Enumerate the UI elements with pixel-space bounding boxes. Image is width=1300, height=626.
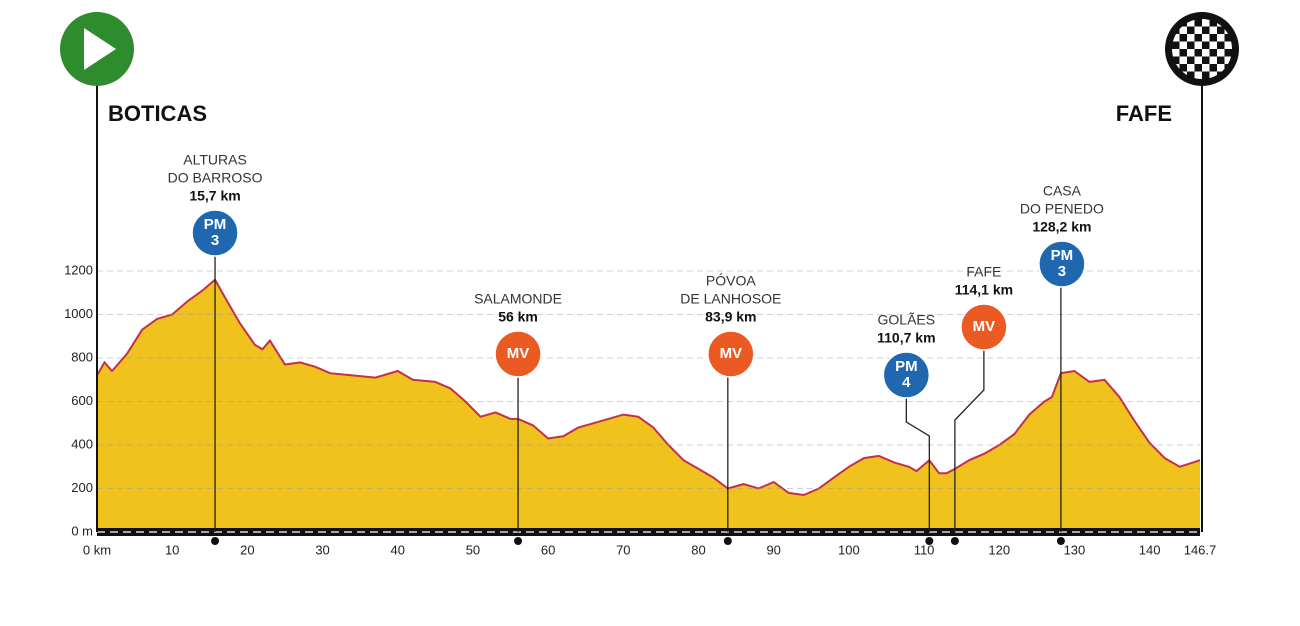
climb-name: GOLÃES xyxy=(878,312,936,328)
x-tick-label: 10 xyxy=(165,542,179,557)
x-tick-label: 146.7 xyxy=(1184,542,1217,557)
checker-square xyxy=(1217,64,1225,72)
y-tick-label: 1000 xyxy=(64,306,93,321)
checker-square xyxy=(1202,34,1210,42)
y-tick-label: 0 m xyxy=(71,523,93,538)
x-tick-label: 50 xyxy=(466,542,480,557)
leader-line xyxy=(954,347,985,532)
x-tick-label: 120 xyxy=(988,542,1010,557)
checker-square xyxy=(1209,26,1217,34)
badge xyxy=(707,330,755,378)
km-dot xyxy=(1056,537,1065,545)
checker-square xyxy=(1224,41,1232,49)
checker-square xyxy=(1187,49,1195,57)
km-dot xyxy=(211,537,220,545)
checker-square xyxy=(1172,34,1180,42)
km-dot xyxy=(925,537,934,545)
climb-name: DE LANHOSOE xyxy=(680,291,781,307)
x-tick-label: 130 xyxy=(1064,542,1086,557)
climb-name: SALAMONDE xyxy=(474,291,562,307)
climb-km: 114,1 km xyxy=(955,282,1013,298)
climb-name: CASA xyxy=(1043,183,1082,199)
y-tick-label: 600 xyxy=(71,393,93,408)
x-tick-label: 20 xyxy=(240,542,254,557)
checker-square xyxy=(1202,19,1210,27)
checker-square xyxy=(1187,64,1195,72)
checker-square xyxy=(1179,41,1187,49)
climb-name: ALTURAS xyxy=(183,152,247,168)
x-tick-label: 40 xyxy=(391,542,405,557)
badge xyxy=(960,303,1008,351)
climb-km: 110,7 km xyxy=(877,330,935,346)
x-tick-label: 70 xyxy=(616,542,630,557)
leader-line xyxy=(905,395,930,532)
checker-square xyxy=(1179,56,1187,64)
checker-square xyxy=(1179,26,1187,34)
checker-square xyxy=(1194,71,1202,79)
badge-text: MV xyxy=(507,345,530,362)
y-tick-label: 400 xyxy=(71,436,93,451)
x-tick-label: 90 xyxy=(766,542,780,557)
checker-square xyxy=(1209,71,1217,79)
x-tick-label: 60 xyxy=(541,542,555,557)
badge-text: PM xyxy=(895,358,918,375)
climb-name: DO BARROSO xyxy=(168,170,263,186)
checker-square xyxy=(1217,49,1225,57)
x-tick-label: 110 xyxy=(914,542,935,557)
climb-km: 83,9 km xyxy=(705,309,756,325)
checker-square xyxy=(1172,49,1180,57)
x-tick-label: 0 km xyxy=(83,542,111,557)
badge xyxy=(494,330,542,378)
badge xyxy=(882,351,931,399)
badge xyxy=(191,209,239,257)
checker-square xyxy=(1209,56,1217,64)
climb-name: PÓVOA xyxy=(706,273,756,289)
checker-square xyxy=(1187,34,1195,42)
km-dot xyxy=(514,537,523,545)
badge-text: MV xyxy=(973,318,996,335)
y-tick-label: 800 xyxy=(71,349,93,364)
checker-square xyxy=(1217,34,1225,42)
start-arrow xyxy=(84,28,116,70)
x-tick-label: 30 xyxy=(315,542,329,557)
km-dot xyxy=(950,537,959,545)
x-tick-label: 100 xyxy=(838,542,860,557)
checker-square xyxy=(1224,56,1232,64)
checker-square xyxy=(1194,41,1202,49)
x-tick-label: 80 xyxy=(691,542,705,557)
checker-square xyxy=(1194,26,1202,34)
x-tick-label: 140 xyxy=(1139,542,1161,557)
checker-square xyxy=(1209,41,1217,49)
elevation-line xyxy=(96,278,1201,497)
badge-text: PM xyxy=(204,216,227,233)
elevation-area xyxy=(97,279,1200,532)
badge-text: MV xyxy=(720,345,743,362)
y-tick-label: 200 xyxy=(71,480,93,495)
start-town: BOTICAS xyxy=(108,101,207,126)
badge xyxy=(1038,240,1086,288)
checker-square xyxy=(1202,64,1210,72)
climb-name: FAFE xyxy=(966,264,1001,280)
badge-text: 4 xyxy=(902,374,911,391)
badge-text: PM xyxy=(1051,247,1074,264)
climb-km: 56 km xyxy=(498,309,538,325)
checker-square xyxy=(1194,56,1202,64)
badge-text: 3 xyxy=(1058,263,1066,280)
km-dot xyxy=(723,537,732,545)
checker-square xyxy=(1202,49,1210,57)
y-tick-label: 1200 xyxy=(64,262,93,277)
climb-km: 15,7 km xyxy=(189,188,240,204)
finish-town: FAFE xyxy=(1116,101,1172,126)
climb-km: 128,2 km xyxy=(1032,219,1091,235)
checker-square xyxy=(1187,19,1195,27)
climb-name: DO PENEDO xyxy=(1020,201,1104,217)
badge-text: 3 xyxy=(211,232,219,249)
